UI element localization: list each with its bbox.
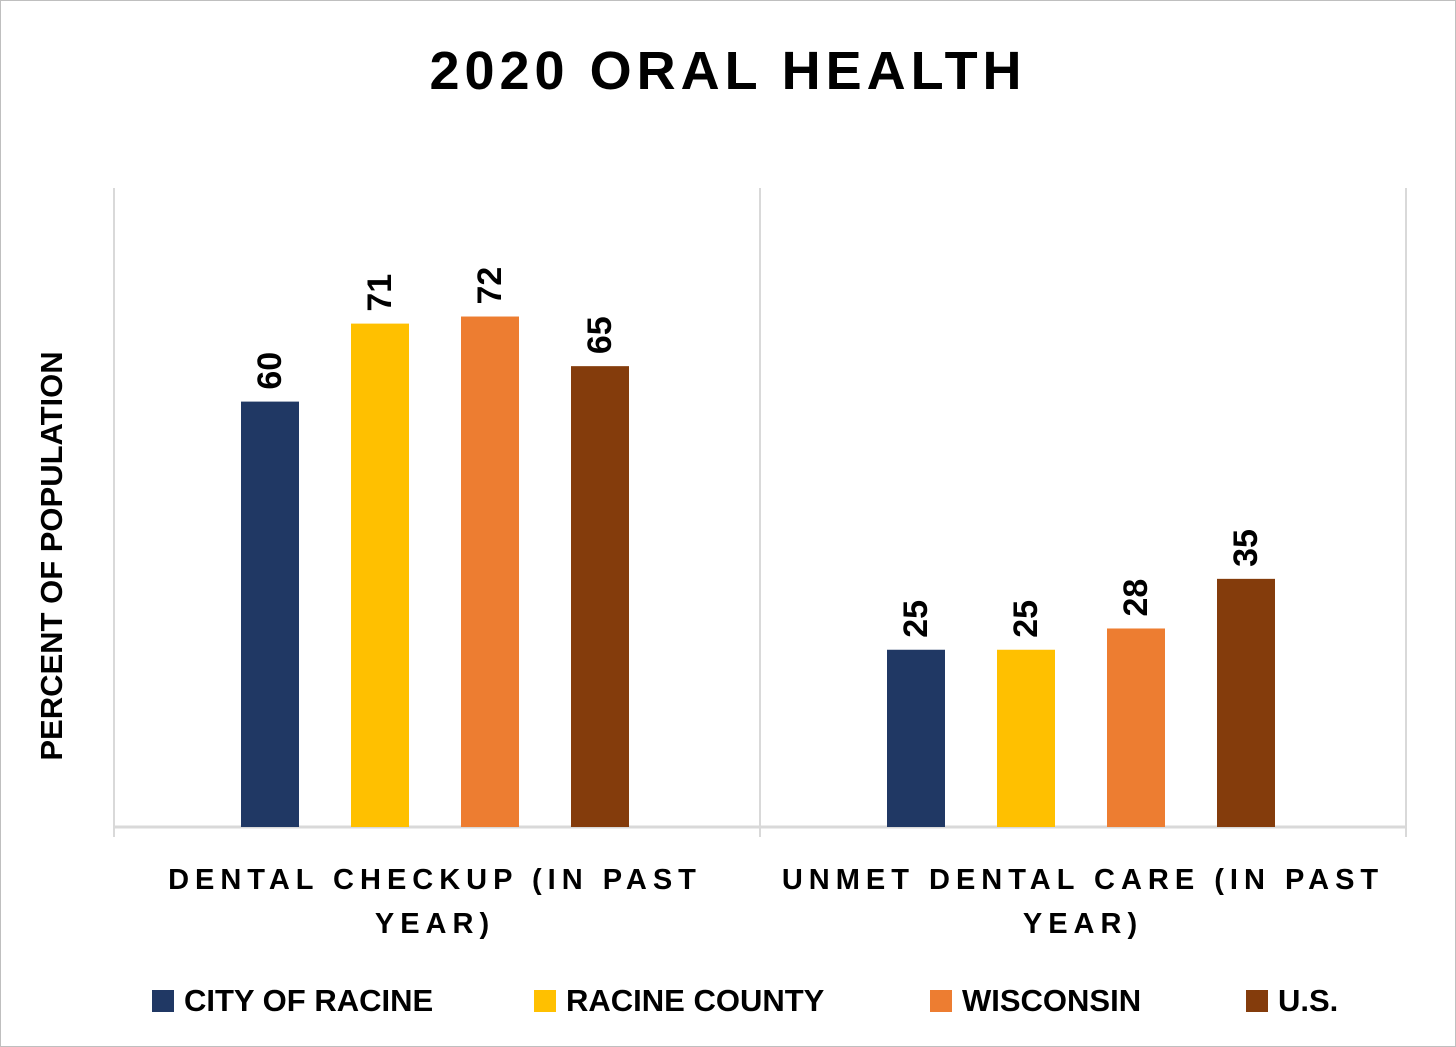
- data-label: 28: [1117, 579, 1155, 617]
- data-label: 72: [471, 267, 509, 305]
- legend-swatch: [152, 990, 174, 1012]
- data-label: 60: [251, 352, 289, 390]
- legend-label: RACINE COUNTY: [566, 983, 825, 1018]
- data-label: 71: [361, 274, 399, 312]
- bar-wisconsin-unmet-dental-care: [1107, 628, 1165, 827]
- legend-swatch: [534, 990, 556, 1012]
- data-label: 25: [1007, 600, 1045, 638]
- legend-label: U.S.: [1278, 983, 1339, 1018]
- legend-swatch: [1246, 990, 1268, 1012]
- legend: CITY OF RACINE RACINE COUNTY WISCONSIN U…: [0, 978, 1456, 1024]
- chart-title: 2020 ORAL HEALTH: [429, 41, 1027, 101]
- legend-item-racine-county: RACINE COUNTY: [534, 978, 824, 1024]
- legend-item-city-of-racine: CITY OF RACINE: [152, 978, 433, 1024]
- category-label-dental-checkup: DENTAL CHECKUP (IN PAST YEAR): [168, 864, 702, 940]
- bar-city-of-racine-unmet-dental-care: [887, 649, 945, 827]
- legend-swatch: [930, 990, 952, 1012]
- data-label: 65: [581, 316, 619, 354]
- legend-item-us: U.S.: [1246, 978, 1338, 1024]
- data-label: 25: [897, 600, 935, 638]
- bar-racine-county-dental-checkup: [351, 323, 409, 827]
- bar-u-s-unmet-dental-care: [1217, 578, 1275, 827]
- data-label: 35: [1227, 529, 1265, 567]
- bar-city-of-racine-dental-checkup: [241, 401, 299, 827]
- bar-racine-county-unmet-dental-care: [997, 649, 1055, 827]
- legend-item-wisconsin: WISCONSIN: [930, 978, 1141, 1024]
- legend-label: CITY OF RACINE: [184, 983, 434, 1018]
- legend-label: WISCONSIN: [962, 983, 1142, 1018]
- bar-u-s-dental-checkup: [571, 366, 629, 827]
- category-label-unmet-dental-care: UNMET DENTAL CARE (IN PAST YEAR): [781, 864, 1385, 940]
- bar-wisconsin-dental-checkup: [461, 316, 519, 827]
